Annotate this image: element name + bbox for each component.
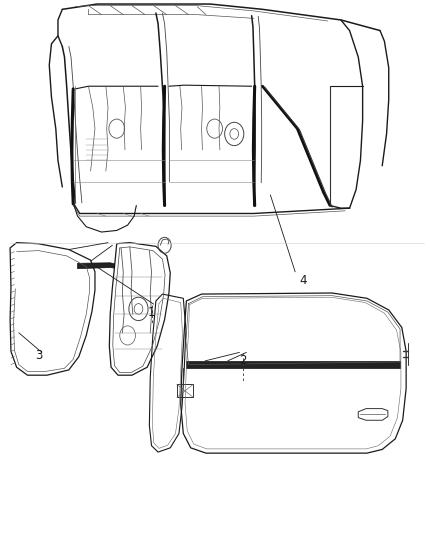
- Polygon shape: [186, 361, 400, 368]
- Text: 4: 4: [300, 274, 307, 287]
- Text: 3: 3: [35, 349, 42, 362]
- Text: 2: 2: [239, 354, 247, 367]
- Text: 1: 1: [148, 306, 155, 319]
- Polygon shape: [78, 263, 115, 269]
